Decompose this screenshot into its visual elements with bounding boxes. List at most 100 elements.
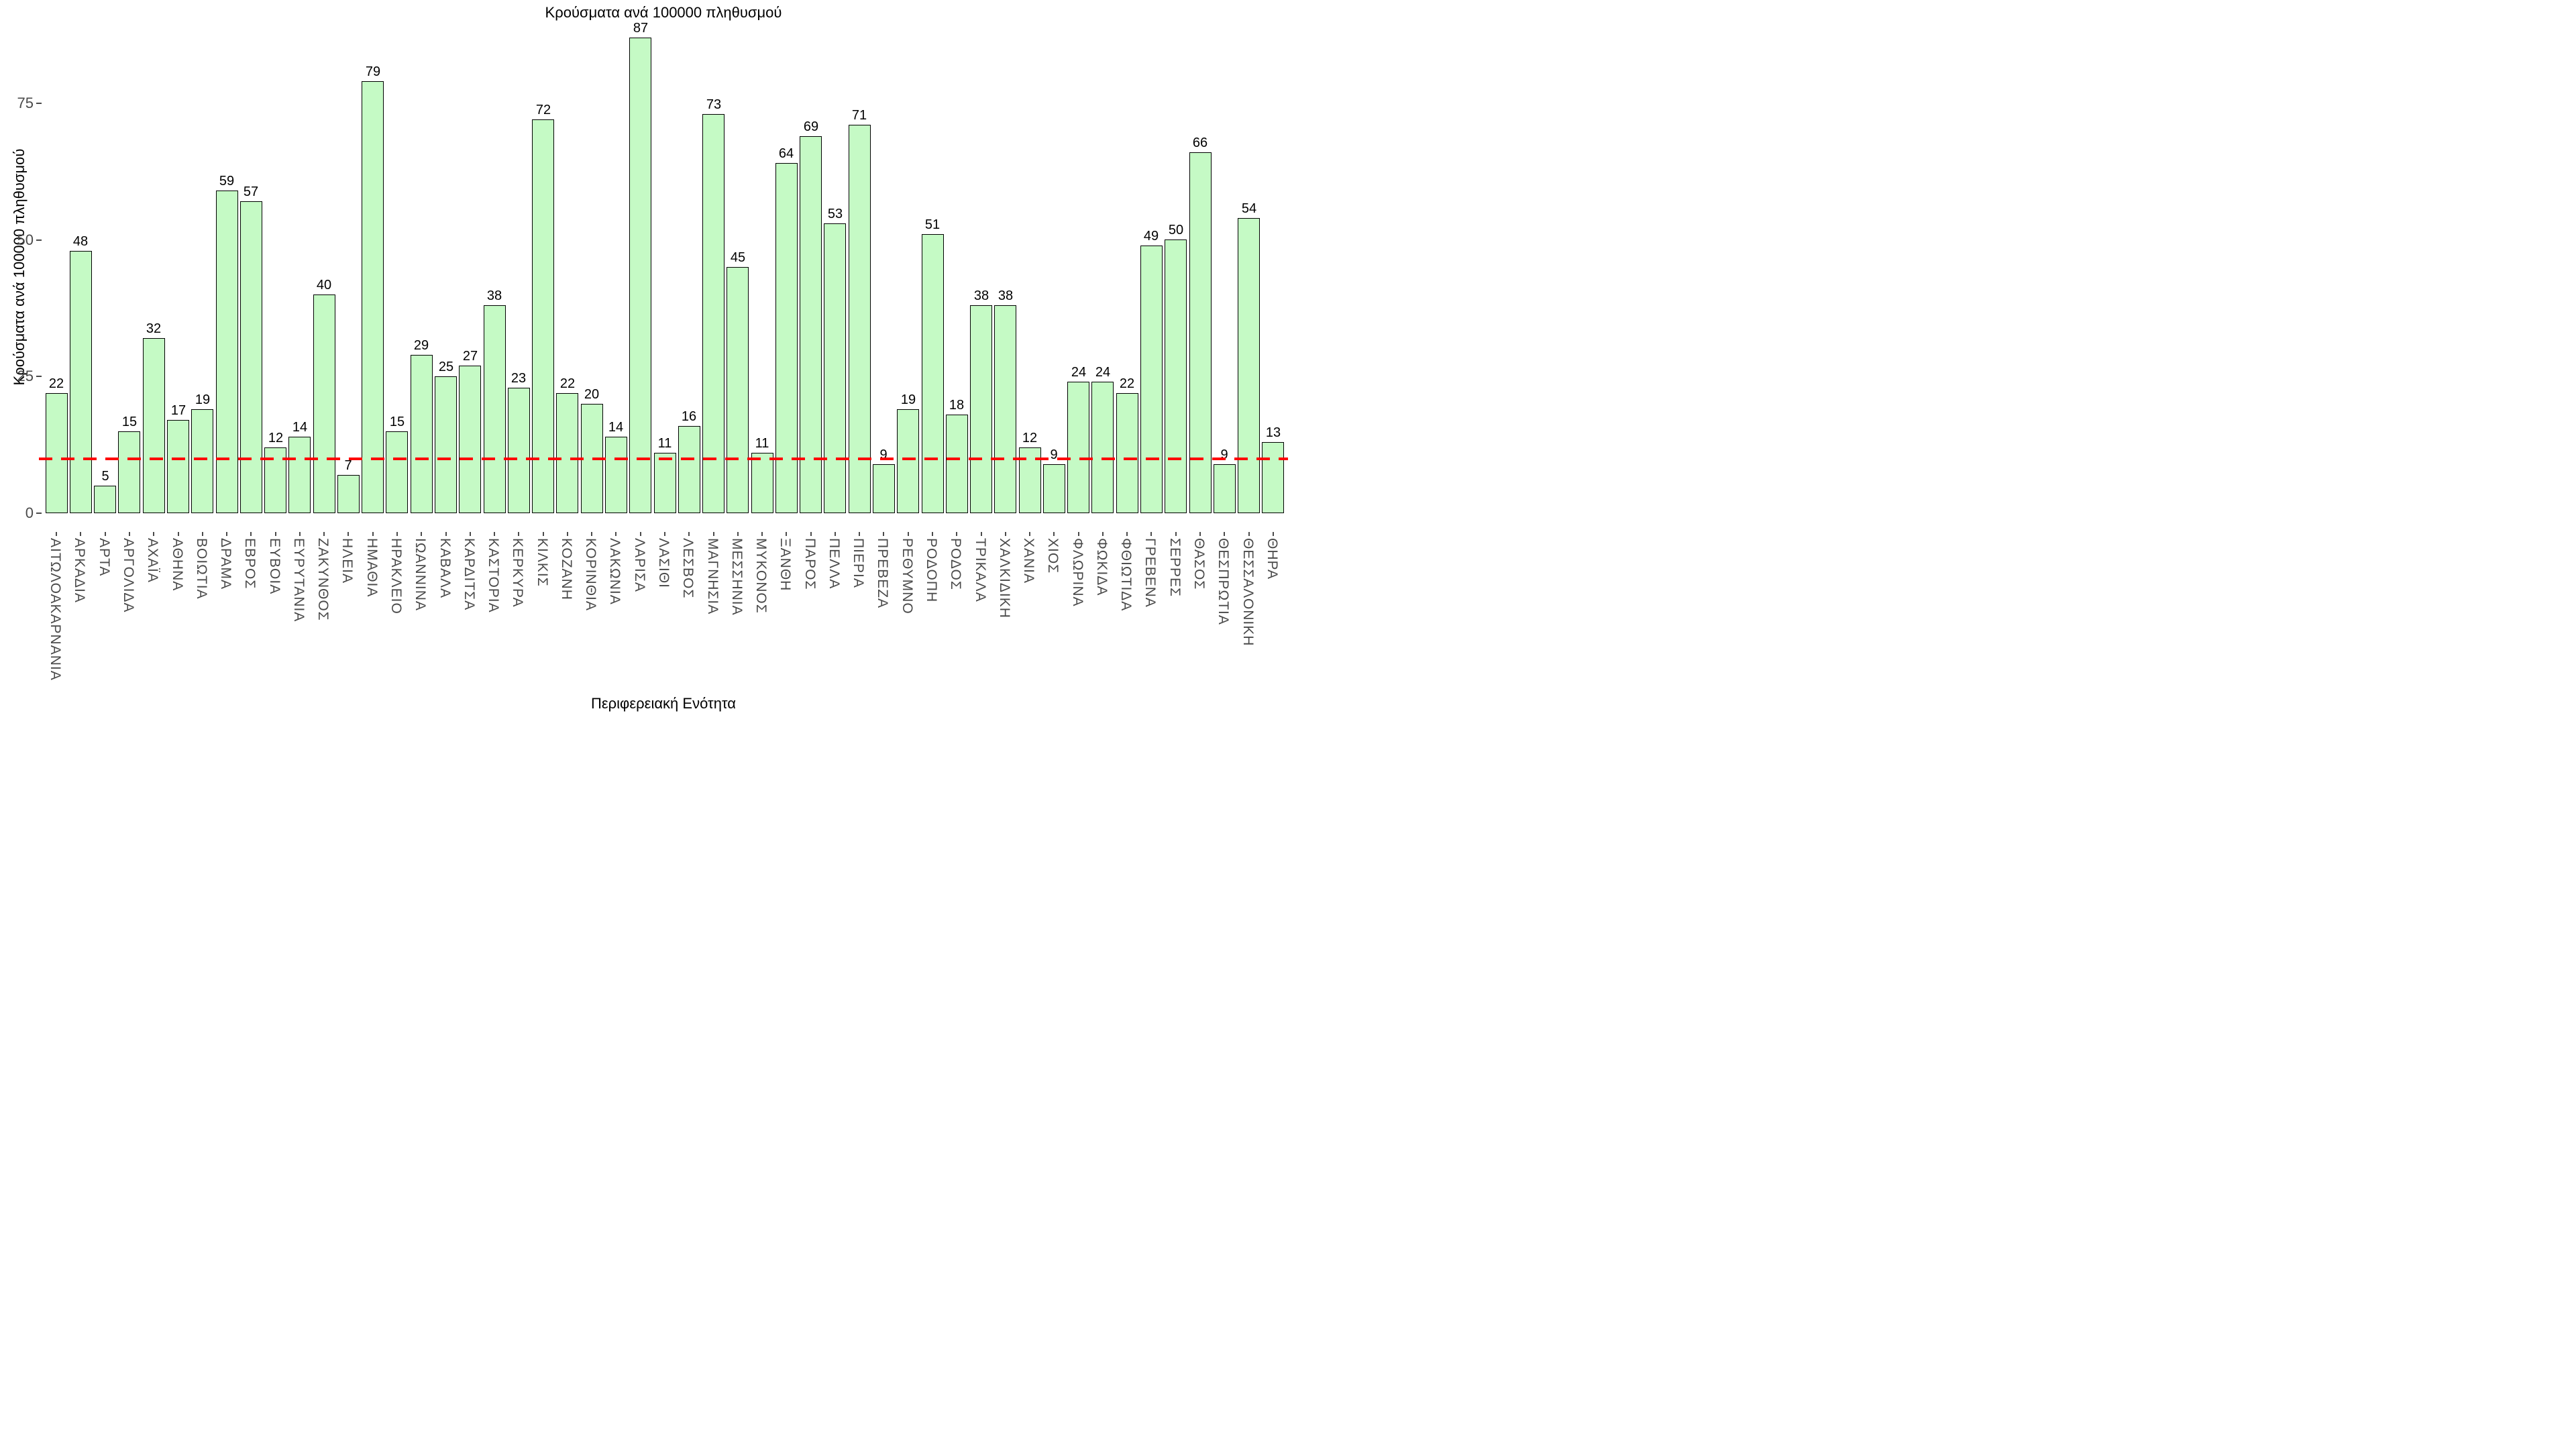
x-tick-label: ΧΑΝΙΑ — [1021, 538, 1037, 584]
bar — [167, 420, 189, 513]
bar-chart: Κρούσματα ανά 100000 πληθυσμού Κρούσματα… — [0, 0, 1288, 724]
x-tick-mark — [1078, 532, 1079, 536]
x-tick-mark — [1150, 532, 1152, 536]
x-tick-mark — [835, 532, 836, 536]
x-tick-label: ΗΛΕΙΑ — [339, 538, 356, 584]
bar — [288, 437, 311, 513]
x-tick-mark — [275, 532, 276, 536]
bar — [118, 431, 140, 513]
bar-value-label: 11 — [657, 436, 672, 451]
bar — [94, 486, 116, 513]
x-tick-mark — [56, 532, 57, 536]
bar-value-label: 15 — [121, 415, 138, 429]
x-tick-mark — [1175, 532, 1177, 536]
bar-value-label: 57 — [243, 184, 259, 199]
x-tick-mark — [347, 532, 349, 536]
bar — [1214, 464, 1236, 513]
bar — [191, 409, 213, 513]
x-tick-label: ΑΡΤΑ — [97, 538, 113, 577]
x-tick-label: ΗΜΑΘΙΑ — [364, 538, 380, 598]
bar-value-label: 11 — [755, 436, 769, 451]
bar-value-label: 64 — [778, 146, 794, 161]
bar — [459, 366, 481, 513]
x-tick-label: ΡΟΔΟΠΗ — [924, 538, 940, 603]
x-tick-mark — [786, 532, 787, 536]
x-tick-label: ΘΕΣΠΡΩΤΙΑ — [1216, 538, 1232, 625]
x-tick-mark — [664, 532, 665, 536]
bar-value-label: 51 — [924, 217, 941, 232]
bar — [946, 415, 968, 513]
bar-value-label: 22 — [559, 376, 576, 391]
bar-value-label: 23 — [511, 371, 527, 386]
bar — [897, 409, 919, 513]
x-tick-mark — [226, 532, 227, 536]
x-tick-label: ΔΡΑΜΑ — [218, 538, 234, 590]
x-tick-mark — [1053, 532, 1055, 536]
bar-value-label: 9 — [1220, 447, 1228, 462]
chart-title: Κρούσματα ανά 100000 πληθυσμού — [545, 4, 782, 21]
bar-value-label: 9 — [1050, 447, 1058, 462]
bar-value-label: 38 — [973, 288, 989, 303]
bar — [240, 201, 262, 513]
x-tick-label: ΚΟΡΙΝΘΙΑ — [583, 538, 599, 611]
x-tick-label: ΠΕΛΛΑ — [826, 538, 843, 590]
x-tick-label: ΕΥΡΥΤΑΝΙΑ — [291, 538, 307, 623]
bar-value-label: 59 — [219, 174, 235, 189]
bar-value-label: 79 — [365, 64, 381, 79]
x-tick-mark — [981, 532, 982, 536]
bar-value-label: 38 — [486, 288, 502, 303]
bar-value-label: 73 — [706, 97, 722, 112]
x-tick-mark — [421, 532, 422, 536]
x-tick-mark — [932, 532, 933, 536]
bar-value-label: 38 — [998, 288, 1014, 303]
bar — [46, 393, 68, 513]
bar — [629, 38, 651, 513]
x-tick-label: ΦΘΙΩΤΙΔΑ — [1118, 538, 1134, 612]
x-tick-mark — [908, 532, 909, 536]
y-tick-label: 0 — [25, 504, 34, 521]
x-tick-mark — [737, 532, 739, 536]
bar — [1165, 239, 1187, 513]
bar — [1043, 464, 1065, 513]
x-tick-label: ΦΩΚΙΔΑ — [1094, 538, 1110, 596]
bar — [143, 338, 165, 513]
y-tick-label: 75 — [17, 94, 34, 111]
x-tick-label: ΡΕΘΥΜΝΟ — [900, 538, 916, 614]
bar-value-label: 50 — [1168, 223, 1184, 237]
x-tick-label: ΖΑΚΥΝΘΟΣ — [315, 538, 331, 621]
x-tick-label: ΛΑΣΙΘΙ — [656, 538, 672, 589]
x-tick-label: ΙΩΑΝΝΙΝΑ — [413, 538, 429, 611]
bar — [313, 294, 335, 513]
x-tick-mark — [129, 532, 130, 536]
x-tick-label: ΑΧΑΪΑ — [145, 538, 161, 583]
bar — [702, 114, 724, 513]
x-tick-mark — [202, 532, 203, 536]
bar-value-label: 13 — [1265, 425, 1281, 440]
x-tick-mark — [1029, 532, 1030, 536]
bar-value-label: 14 — [608, 420, 624, 435]
bar — [654, 453, 676, 513]
bar-value-label: 45 — [730, 250, 746, 265]
x-tick-label: ΜΕΣΣΗΝΙΑ — [729, 538, 745, 616]
bar-value-label: 19 — [195, 392, 211, 407]
x-tick-mark — [1102, 532, 1104, 536]
x-tick-mark — [1199, 532, 1201, 536]
bar — [1116, 393, 1138, 513]
bar-value-label: 69 — [803, 119, 819, 134]
x-tick-mark — [445, 532, 447, 536]
bar-value-label: 22 — [1119, 376, 1135, 391]
bar — [362, 81, 384, 513]
x-tick-label: ΛΕΣΒΟΣ — [680, 538, 696, 599]
x-axis-title: Περιφερειακή Ενότητα — [590, 695, 737, 712]
bar — [922, 234, 944, 513]
x-tick-mark — [396, 532, 398, 536]
x-tick-mark — [883, 532, 884, 536]
x-tick-label: ΞΑΝΘΗ — [777, 538, 794, 592]
x-tick-label: ΑΘΗΝΑ — [170, 538, 186, 592]
x-tick-mark — [591, 532, 592, 536]
x-tick-label: ΤΡΙΚΑΛΑ — [973, 538, 989, 602]
x-tick-mark — [859, 532, 860, 536]
x-tick-mark — [372, 532, 374, 536]
bar-value-label: 20 — [584, 387, 600, 402]
bar — [605, 437, 627, 513]
